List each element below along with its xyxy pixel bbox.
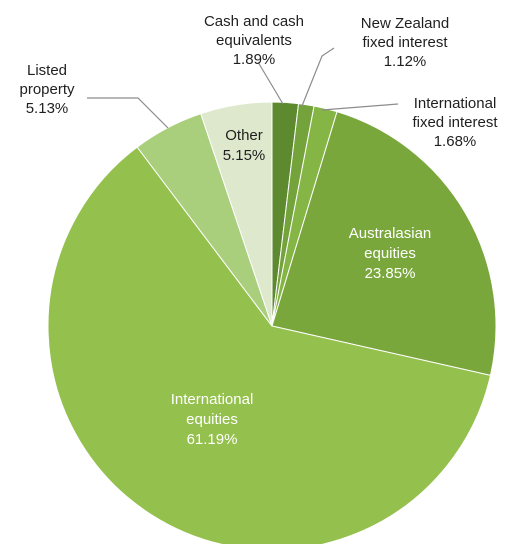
slice-label-cash: Cash and cash equivalents 1.89% xyxy=(204,13,304,68)
slice-value-intl-equities: 61.19% xyxy=(187,431,238,448)
slice-label-listed-property: Listed property 5.13% xyxy=(19,62,75,117)
leader-line-nz-fixed xyxy=(301,47,335,107)
slice-name-intl-fixed: fixed interest xyxy=(412,114,498,131)
slice-value-other: 5.15% xyxy=(223,147,266,164)
slice-label-australasian: Australasian equities 23.85% xyxy=(349,225,432,282)
slice-name-other: Other xyxy=(225,127,263,144)
slice-name-intl-equities: International xyxy=(171,391,254,408)
slice-name-cash: equivalents xyxy=(216,32,292,49)
slice-value-australasian: 23.85% xyxy=(365,265,416,282)
pie-slice-intl-equities xyxy=(47,146,492,544)
slice-value-listed-property: 5.13% xyxy=(26,100,69,117)
slice-value-intl-fixed: 1.68% xyxy=(434,133,477,150)
slice-name-listed-property: property xyxy=(19,81,75,98)
pie-slice-australasian xyxy=(271,111,497,376)
slice-name-cash: Cash and cash xyxy=(204,13,304,30)
slice-labels: Cash and cash equivalents 1.89% New Zealand… xyxy=(19,13,498,448)
pie-slices xyxy=(47,101,497,544)
slice-name-nz-fixed: New Zealand xyxy=(361,15,449,32)
leader-lines xyxy=(87,47,399,129)
slice-value-nz-fixed: 1.12% xyxy=(384,53,427,70)
slice-name-australasian: equities xyxy=(364,245,416,262)
pie-slice-other xyxy=(200,101,273,327)
slice-name-australasian: Australasian xyxy=(349,225,432,242)
slice-label-intl-fixed: International fixed interest 1.68% xyxy=(412,95,498,150)
slice-name-intl-equities: equities xyxy=(186,411,238,428)
slice-name-listed-property: Listed xyxy=(27,62,67,79)
slice-name-intl-fixed: International xyxy=(414,95,497,112)
leader-line-cash xyxy=(257,61,284,105)
slice-value-cash: 1.89% xyxy=(233,51,276,68)
slice-label-other: Other 5.15% xyxy=(223,127,266,164)
leader-line-intl-fixed xyxy=(321,103,399,111)
slice-label-nz-fixed: New Zealand fixed interest 1.12% xyxy=(361,15,449,70)
slice-name-nz-fixed: fixed interest xyxy=(362,34,448,51)
leader-line-listed-property xyxy=(87,97,169,129)
slice-label-intl-equities: International equities 61.19% xyxy=(171,391,254,448)
